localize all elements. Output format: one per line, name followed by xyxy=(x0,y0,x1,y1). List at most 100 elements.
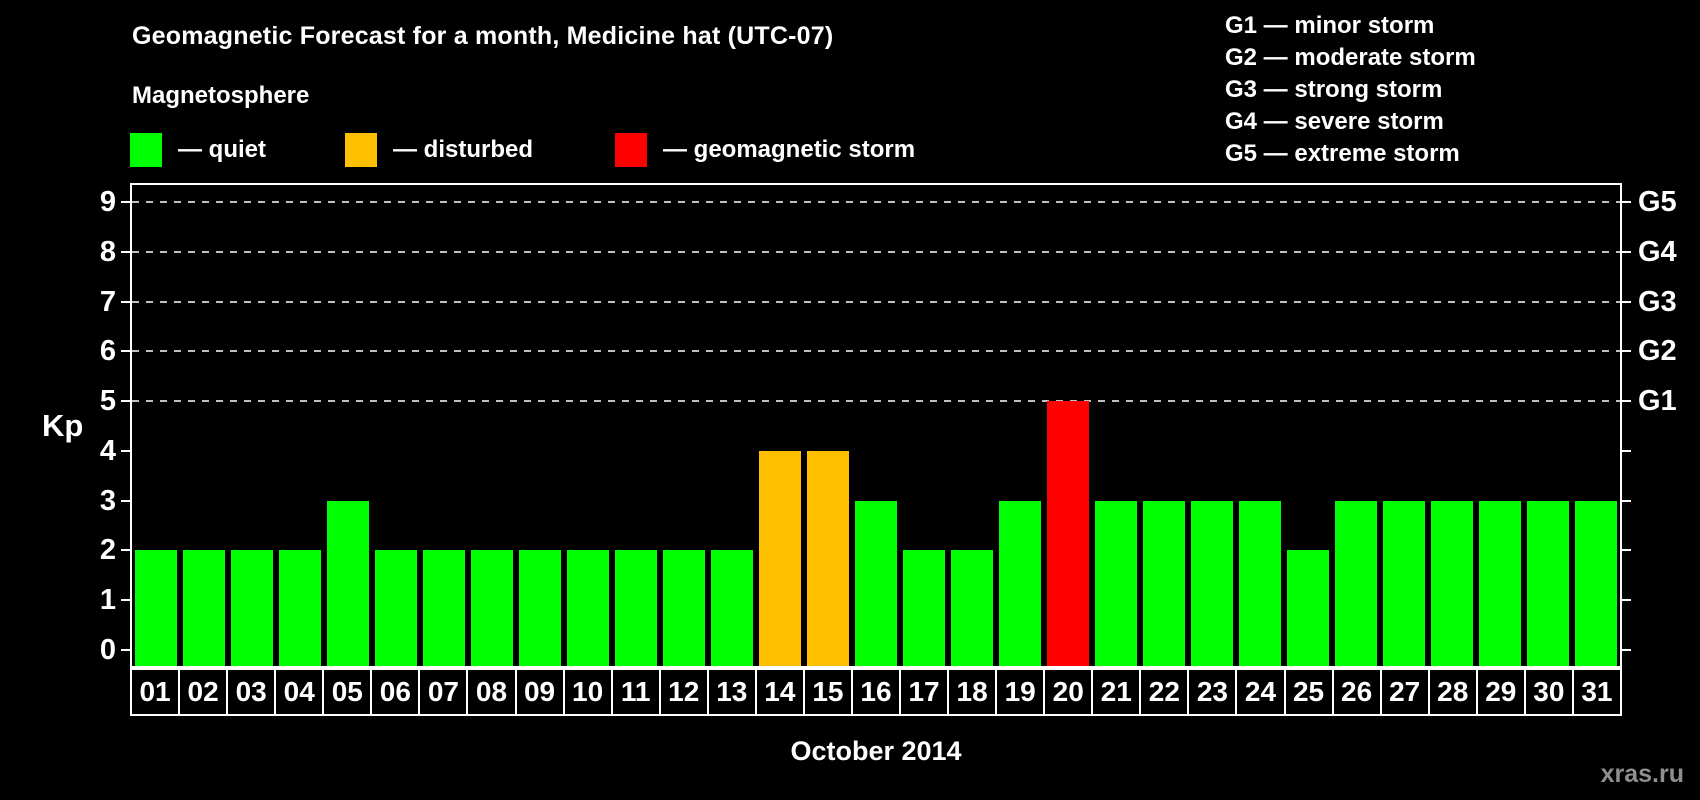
ytick-label-5: 5 xyxy=(99,385,116,418)
legend-label-disturbed: — disturbed xyxy=(393,136,534,163)
day-label-27: 27 xyxy=(1379,668,1430,716)
day-label-04: 04 xyxy=(274,668,325,716)
day-label-30: 30 xyxy=(1523,668,1574,716)
chart-title: Geomagnetic Forecast for a month, Medici… xyxy=(132,22,834,50)
legend-item-disturbed: — disturbed xyxy=(345,131,533,169)
day-label-11: 11 xyxy=(610,668,661,716)
tick-left-6 xyxy=(121,350,130,353)
tick-right-2 xyxy=(1622,549,1631,552)
day-label-29: 29 xyxy=(1475,668,1526,716)
legend-swatch-storm xyxy=(615,133,647,167)
day-label-26: 26 xyxy=(1331,668,1382,716)
kp-bar-day-15 xyxy=(807,450,849,666)
kp-bar-day-09 xyxy=(519,550,561,666)
kp-bar-day-07 xyxy=(423,550,465,666)
magnetosphere-legend: — quiet — disturbed — geomagnetic storm xyxy=(130,131,1130,171)
x-axis-title: October 2014 xyxy=(790,736,962,766)
g-legend-line-g1: G1 — minor storm xyxy=(1225,12,1435,39)
kp-bar-day-14 xyxy=(759,450,801,666)
ytick-label-0: 0 xyxy=(99,634,116,666)
gridline-kp9 xyxy=(132,200,1620,203)
day-label-23: 23 xyxy=(1187,668,1238,716)
kp-bar-day-08 xyxy=(471,550,513,666)
g-scale-legend: G1 — minor storm G2 — moderate storm G3 — … xyxy=(1225,10,1476,170)
gridline-kp5 xyxy=(132,400,1620,403)
g-level-label-g4: G4 xyxy=(1638,235,1677,268)
g-legend-line-g3: G3 — strong storm xyxy=(1225,76,1443,103)
kp-bar-day-02 xyxy=(183,550,225,666)
tick-left-0 xyxy=(121,649,130,651)
kp-bar-day-13 xyxy=(711,550,753,666)
plot-inner xyxy=(132,185,1620,666)
legend-swatch-quiet xyxy=(130,133,162,167)
ytick-label-4: 4 xyxy=(99,434,116,467)
plot-area xyxy=(130,183,1622,668)
kp-bar-day-03 xyxy=(231,550,273,666)
day-label-24: 24 xyxy=(1235,668,1286,716)
tick-left-9 xyxy=(121,200,130,203)
gridline-kp7 xyxy=(132,300,1620,303)
legend-label-storm: — geomagnetic storm xyxy=(663,136,916,163)
ytick-label-2: 2 xyxy=(99,534,116,567)
kp-bar-day-27 xyxy=(1383,500,1425,666)
tick-left-3 xyxy=(121,499,130,502)
gridline-kp8 xyxy=(132,250,1620,253)
g-level-label-g1: G1 xyxy=(1638,385,1677,418)
kp-bar-day-04 xyxy=(279,550,321,666)
kp-bar-day-06 xyxy=(375,550,417,666)
legend-swatch-disturbed xyxy=(345,133,377,167)
day-label-09: 09 xyxy=(514,668,565,716)
day-label-16: 16 xyxy=(850,668,901,716)
magnetosphere-legend-title: Magnetosphere xyxy=(132,82,310,109)
ytick-label-8: 8 xyxy=(99,235,116,268)
kp-bar-day-20 xyxy=(1047,401,1089,666)
day-label-31: 31 xyxy=(1571,668,1622,716)
kp-bar-day-26 xyxy=(1335,500,1377,666)
day-label-22: 22 xyxy=(1139,668,1190,716)
ytick-label-3: 3 xyxy=(99,484,116,517)
day-label-20: 20 xyxy=(1043,668,1094,716)
day-label-01: 01 xyxy=(130,668,181,716)
kp-bar-day-28 xyxy=(1431,500,1473,666)
watermark: xras.ru xyxy=(1600,760,1684,788)
y-axis-label: Kp xyxy=(42,408,84,443)
day-label-14: 14 xyxy=(754,668,805,716)
day-label-15: 15 xyxy=(802,668,853,716)
kp-bar-day-24 xyxy=(1239,500,1281,666)
day-label-19: 19 xyxy=(995,668,1046,716)
tick-right-7 xyxy=(1622,300,1631,303)
day-label-07: 07 xyxy=(418,668,469,716)
kp-bar-day-16 xyxy=(855,500,897,666)
kp-bar-day-05 xyxy=(327,500,369,666)
kp-bar-day-29 xyxy=(1479,500,1521,666)
day-label-06: 06 xyxy=(370,668,421,716)
day-label-25: 25 xyxy=(1283,668,1334,716)
kp-bar-day-12 xyxy=(663,550,705,666)
kp-bar-day-21 xyxy=(1095,500,1137,666)
kp-bar-day-30 xyxy=(1527,500,1569,666)
kp-bar-day-23 xyxy=(1191,500,1233,666)
day-label-02: 02 xyxy=(178,668,229,716)
tick-left-4 xyxy=(121,449,130,452)
ytick-label-9: 9 xyxy=(99,185,116,218)
gridline-kp6 xyxy=(132,350,1620,353)
tick-left-8 xyxy=(121,250,130,253)
kp-bar-day-25 xyxy=(1287,550,1329,666)
tick-right-8 xyxy=(1622,250,1631,253)
legend-item-quiet: — quiet xyxy=(130,131,266,169)
g-legend-line-g4: G4 — severe storm xyxy=(1225,108,1444,135)
tick-left-7 xyxy=(121,300,130,303)
ytick-label-1: 1 xyxy=(99,584,116,617)
g-level-label-g3: G3 xyxy=(1638,285,1677,318)
kp-bar-day-10 xyxy=(567,550,609,666)
tick-right-5 xyxy=(1622,400,1631,403)
kp-bar-day-01 xyxy=(135,550,177,666)
x-axis-day-labels: 01 02 03 04 05 06 07 08 09 10 11 12 13 14 15 16 17 18 19 20… xyxy=(130,668,1622,716)
tick-right-6 xyxy=(1622,350,1631,353)
kp-bar-day-17 xyxy=(903,550,945,666)
kp-bar-day-19 xyxy=(999,500,1041,666)
kp-bar-day-18 xyxy=(951,550,993,666)
day-label-10: 10 xyxy=(562,668,613,716)
day-label-21: 21 xyxy=(1091,668,1142,716)
